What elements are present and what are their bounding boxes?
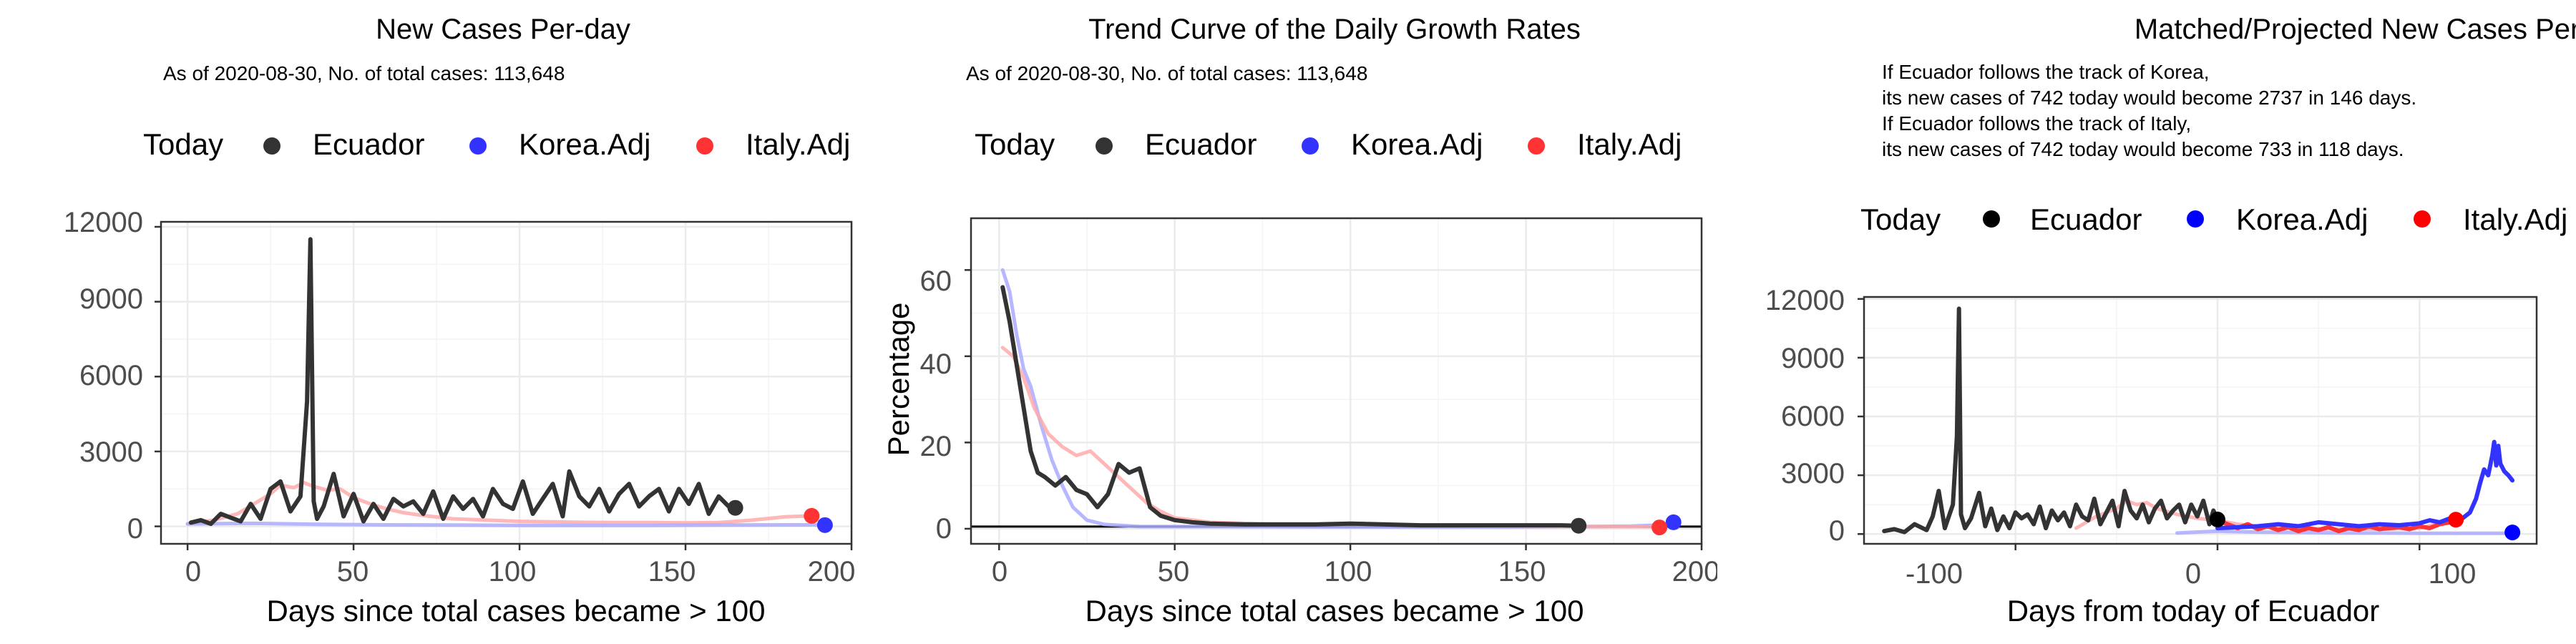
x-tick-label-0: 0 [2185,558,2201,590]
legend-key-korea [1302,137,1319,155]
legend-label-italy: Italy.Adj [746,127,850,161]
x-tick-label-200: 200 [808,556,856,587]
legend: Today Ecuador Korea.Adj Italy.Adj [1860,203,2567,236]
plot-grid [971,218,1703,544]
legend-title: Today [1860,203,1941,236]
chart-title: Trend Curve of the Daily Growth Rates [1088,14,1581,45]
today-point-ecuador [2209,511,2225,527]
y-tick-label-40: 40 [920,348,952,380]
y-tick-label-9000: 9000 [79,283,143,315]
legend-key-ecuador [1096,137,1113,155]
chart-panel-growth-rates: Trend Curve of the Daily Growth Rates As… [859,0,1717,644]
legend-label-korea: Korea.Adj [1351,127,1483,161]
legend-title: Today [143,127,223,161]
x-axis-label: Days since total cases became > 100 [267,594,766,628]
plot-frame [1863,296,2538,545]
x-tick-label-150: 150 [1498,556,1546,587]
chart-growth-rates: Trend Curve of the Daily Growth Rates As… [882,14,1717,628]
y-tick-label-0: 0 [1829,515,1845,547]
x-tick-label-150: 150 [648,556,696,587]
series-line-korea-adj-trend [185,521,827,527]
series-line-italy-adj-trend [185,481,814,526]
y-tick-label-6000: 6000 [79,360,143,391]
x-tick-label-0: 0 [185,556,201,587]
x-tick-label-0: 0 [992,556,1008,587]
plot-data [971,268,1702,536]
y-tick-label-6000: 6000 [1781,401,1845,432]
x-tick-label-neg100: -100 [1906,558,1963,590]
chart-new-cases: New Cases Per-day As of 2020-08-30, No. … [64,14,856,628]
today-point-italy-adj [2448,512,2464,528]
today-point-ecuador [1571,517,1587,534]
plot-data [185,237,833,533]
y-tick-label-60: 60 [920,265,952,297]
legend-key-italy [2414,210,2431,228]
plot-frame [970,217,1703,545]
legend-label-ecuador: Ecuador [1145,127,1257,161]
plot-frame [160,220,853,545]
legend-key-korea [2187,210,2204,228]
annotation-line-4: its new cases of 742 today would become … [1882,138,2404,160]
y-tick-label-20: 20 [920,431,952,462]
y-tick-label-9000: 9000 [1781,343,1845,374]
legend-label-korea: Korea.Adj [519,127,650,161]
today-point-ecuador [727,499,743,516]
today-point-italy-adj [1652,519,1668,536]
legend-key-italy [1528,137,1545,155]
legend-label-italy: Italy.Adj [2463,203,2567,236]
today-point-korea-adj [816,517,833,533]
legend-key-korea [469,137,487,155]
series-line-korea-adj-trend [2175,529,2514,535]
legend-key-ecuador [263,137,280,155]
legend-title: Today [975,127,1055,161]
plot-data [1882,306,2521,541]
series-line-italy-adj [2215,517,2459,534]
chart-panel-new-cases: New Cases Per-day As of 2020-08-30, No. … [0,0,859,644]
today-point-italy-adj [804,507,820,524]
series-line-ecuador [188,237,738,527]
legend: Today Ecuador Korea.Adj Italy.Adj [143,127,850,161]
chart-subtitle: As of 2020-08-30, No. of total cases: 11… [163,62,565,84]
x-tick-label-50: 50 [337,556,369,587]
annotation-line-2: its new cases of 742 today would become … [1882,87,2416,109]
y-tick-label-3000: 3000 [1781,458,1845,489]
chart-projected: Matched/Projected New Cases Per-day If E… [1765,14,2576,628]
today-point-korea-adj [2504,525,2521,541]
series-line-ecuador [1000,285,1581,528]
y-tick-label-0: 0 [936,513,952,545]
legend-key-ecuador [1983,210,2000,228]
x-tick-label-50: 50 [1158,556,1190,587]
annotation-line-3: If Ecuador follows the track of Italy, [1882,112,2191,135]
x-tick-label-200: 200 [1672,556,1717,587]
y-tick-label-12000: 12000 [64,207,143,238]
legend-label-ecuador: Ecuador [313,127,424,161]
x-tick-label-100: 100 [489,556,537,587]
x-axis-label: Days from today of Ecuador [2007,594,2380,628]
legend-label-ecuador: Ecuador [2030,203,2142,236]
legend: Today Ecuador Korea.Adj Italy.Adj [975,127,1682,161]
chart-title: Matched/Projected New Cases Per-day [2135,14,2576,45]
y-tick-label-0: 0 [127,513,143,545]
annotation-line-1: If Ecuador follows the track of Korea, [1882,61,2210,83]
legend-key-italy [696,137,713,155]
x-tick-label-100: 100 [2429,558,2477,590]
series-line-ecuador [1882,306,2220,535]
today-point-korea-adj [1665,514,1682,530]
chart-title: New Cases Per-day [376,14,630,45]
y-axis-label: Percentage [882,303,915,457]
plot-background [971,218,1702,544]
legend-label-korea: Korea.Adj [2236,203,2368,236]
y-tick-label-12000: 12000 [1765,285,1845,316]
x-axis-label: Days since total cases became > 100 [1085,594,1584,628]
x-tick-label-100: 100 [1324,556,1372,587]
chart-panel-projected: Matched/Projected New Cases Per-day If E… [1717,0,2576,644]
y-tick-label-3000: 3000 [79,436,143,468]
chart-subtitle: As of 2020-08-30, No. of total cases: 11… [966,62,1367,84]
legend-label-italy: Italy.Adj [1577,127,1682,161]
